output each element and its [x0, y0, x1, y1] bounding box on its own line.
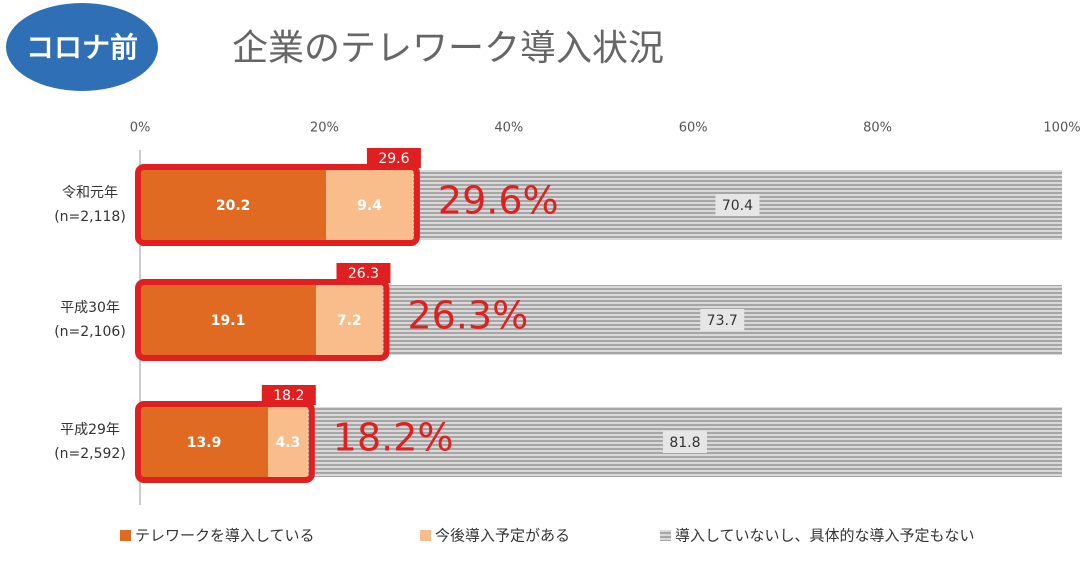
- x-tick-label: 100%: [1043, 121, 1080, 136]
- bar: [316, 285, 383, 355]
- value-label: 81.8: [669, 435, 700, 451]
- x-tick-label: 0%: [130, 121, 151, 136]
- legend-label: 導入していないし、具体的な導入予定もない: [675, 527, 975, 545]
- total-annotation: 29.6%: [438, 179, 559, 223]
- total-annotation: 18.2%: [333, 416, 454, 460]
- x-tick-label: 20%: [310, 121, 339, 136]
- value-label: 4.3: [276, 435, 301, 451]
- value-label: 13.9: [187, 435, 222, 451]
- total-label: 18.2: [273, 388, 304, 404]
- badge-bg: [6, 3, 158, 91]
- value-label-bg: [715, 194, 760, 216]
- badge: コロナ前: [26, 31, 138, 64]
- total-outline: [135, 164, 420, 246]
- total-label: 26.3: [348, 266, 379, 282]
- value-label: 20.2: [216, 198, 251, 214]
- legend-label: テレワークを導入している: [135, 527, 315, 545]
- x-tick-label: 40%: [494, 121, 523, 136]
- total-label: 29.6: [378, 151, 409, 167]
- legend-swatch: [120, 530, 131, 541]
- x-tick-label: 60%: [679, 121, 708, 136]
- value-label: 19.1: [211, 313, 246, 329]
- value-label: 70.4: [722, 198, 753, 214]
- total-box: [261, 385, 316, 405]
- total-outline: [135, 401, 315, 483]
- total-outline: [135, 279, 390, 361]
- y-tick-label: (n=2,592): [54, 446, 126, 462]
- value-label-bg: [662, 431, 707, 453]
- bar: [140, 170, 327, 240]
- total-box: [366, 148, 421, 168]
- value-label: 73.7: [707, 313, 738, 329]
- value-label: 9.4: [357, 198, 382, 214]
- y-tick-label: 令和元年: [62, 185, 118, 201]
- value-label-bg: [700, 309, 745, 331]
- chart-title: 企業のテレワーク導入状況: [232, 28, 664, 69]
- y-tick-label: (n=2,106): [54, 324, 126, 340]
- bar: [140, 407, 269, 477]
- legend-label: 今後導入予定がある: [435, 527, 570, 545]
- legend-swatch: [660, 530, 671, 541]
- total-annotation: 26.3%: [407, 294, 528, 338]
- total-box: [336, 263, 391, 283]
- y-tick-label: (n=2,118): [54, 209, 126, 225]
- y-tick-label: 平成30年: [60, 300, 120, 316]
- x-tick-label: 80%: [863, 121, 892, 136]
- bar: [326, 170, 413, 240]
- y-tick-label: 平成29年: [60, 422, 120, 438]
- bar: [140, 285, 317, 355]
- value-label: 7.2: [337, 313, 362, 329]
- legend-swatch: [420, 530, 431, 541]
- bar: [268, 407, 308, 477]
